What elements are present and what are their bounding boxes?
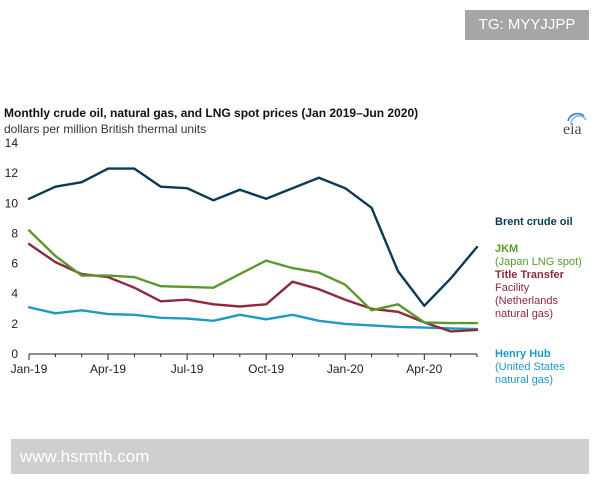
- y-axis: 0 2 4 6 8 10 12 14: [5, 136, 19, 361]
- series-line-3: [27, 306, 479, 331]
- legend: Brent crude oil JKM(Japan LNG spot)Title …: [495, 216, 582, 386]
- series-label-line: (United States: [495, 361, 565, 373]
- logo-arc-2: [570, 115, 587, 125]
- series-label-line: (Japan LNG spot): [495, 256, 582, 268]
- eia-logo: eia: [563, 112, 587, 138]
- x-tick-label: Jul-19: [171, 362, 204, 376]
- y-tick-label: 10: [5, 196, 19, 210]
- chart-subtitle: dollars per million British thermal unit…: [4, 122, 206, 136]
- y-tick-label: 14: [5, 136, 19, 150]
- chart-header: Monthly crude oil, natural gas, and LNG …: [4, 106, 418, 136]
- series-label-1: JKM(Japan LNG spot): [495, 243, 582, 268]
- tag-label: TG: MYYJJPP: [465, 10, 589, 40]
- plot-area: [27, 167, 479, 333]
- series-label-line: Brent crude oil: [495, 216, 573, 228]
- series-label-0: Brent crude oil: [495, 216, 573, 228]
- chart-title: Monthly crude oil, natural gas, and LNG …: [4, 106, 418, 120]
- y-tick-label: 6: [11, 257, 18, 271]
- x-tick-label: Oct-19: [248, 362, 284, 376]
- y-tick-label: 8: [11, 226, 18, 240]
- x-tick-label: Jan-20: [327, 362, 364, 376]
- x-tick-label: Apr-20: [406, 362, 442, 376]
- series-label-line: Henry Hub: [495, 348, 551, 360]
- y-tick-label: 4: [11, 287, 18, 301]
- logo-text: eia: [563, 121, 582, 138]
- series-line-1: [27, 229, 479, 325]
- logo-arc-1: [567, 112, 585, 122]
- y-tick-label: 2: [11, 317, 18, 331]
- y-tick-label: 12: [5, 166, 19, 180]
- series-label-2: Title TransferFacility(Netherlandsnatura…: [495, 269, 565, 320]
- footer-band: [11, 439, 589, 474]
- series-label-line: Facility: [495, 282, 530, 294]
- series-label-line: JKM: [495, 243, 518, 255]
- series-label-line: Title Transfer: [495, 269, 565, 281]
- x-axis: Jan-19 Apr-19 Jul-19 Oct-19 Jan-20 Apr-20: [11, 353, 478, 376]
- y-tick-label: 0: [11, 347, 18, 361]
- series-line-0: [27, 167, 479, 307]
- series-label-line: natural gas): [495, 374, 553, 386]
- x-tick-label: Jan-19: [11, 362, 48, 376]
- x-tick-label: Apr-19: [90, 362, 126, 376]
- series-label-line: (Netherlands: [495, 295, 558, 307]
- series-label-line: natural gas): [495, 308, 553, 320]
- footer-watermark: www.hsrmth.com: [20, 447, 150, 466]
